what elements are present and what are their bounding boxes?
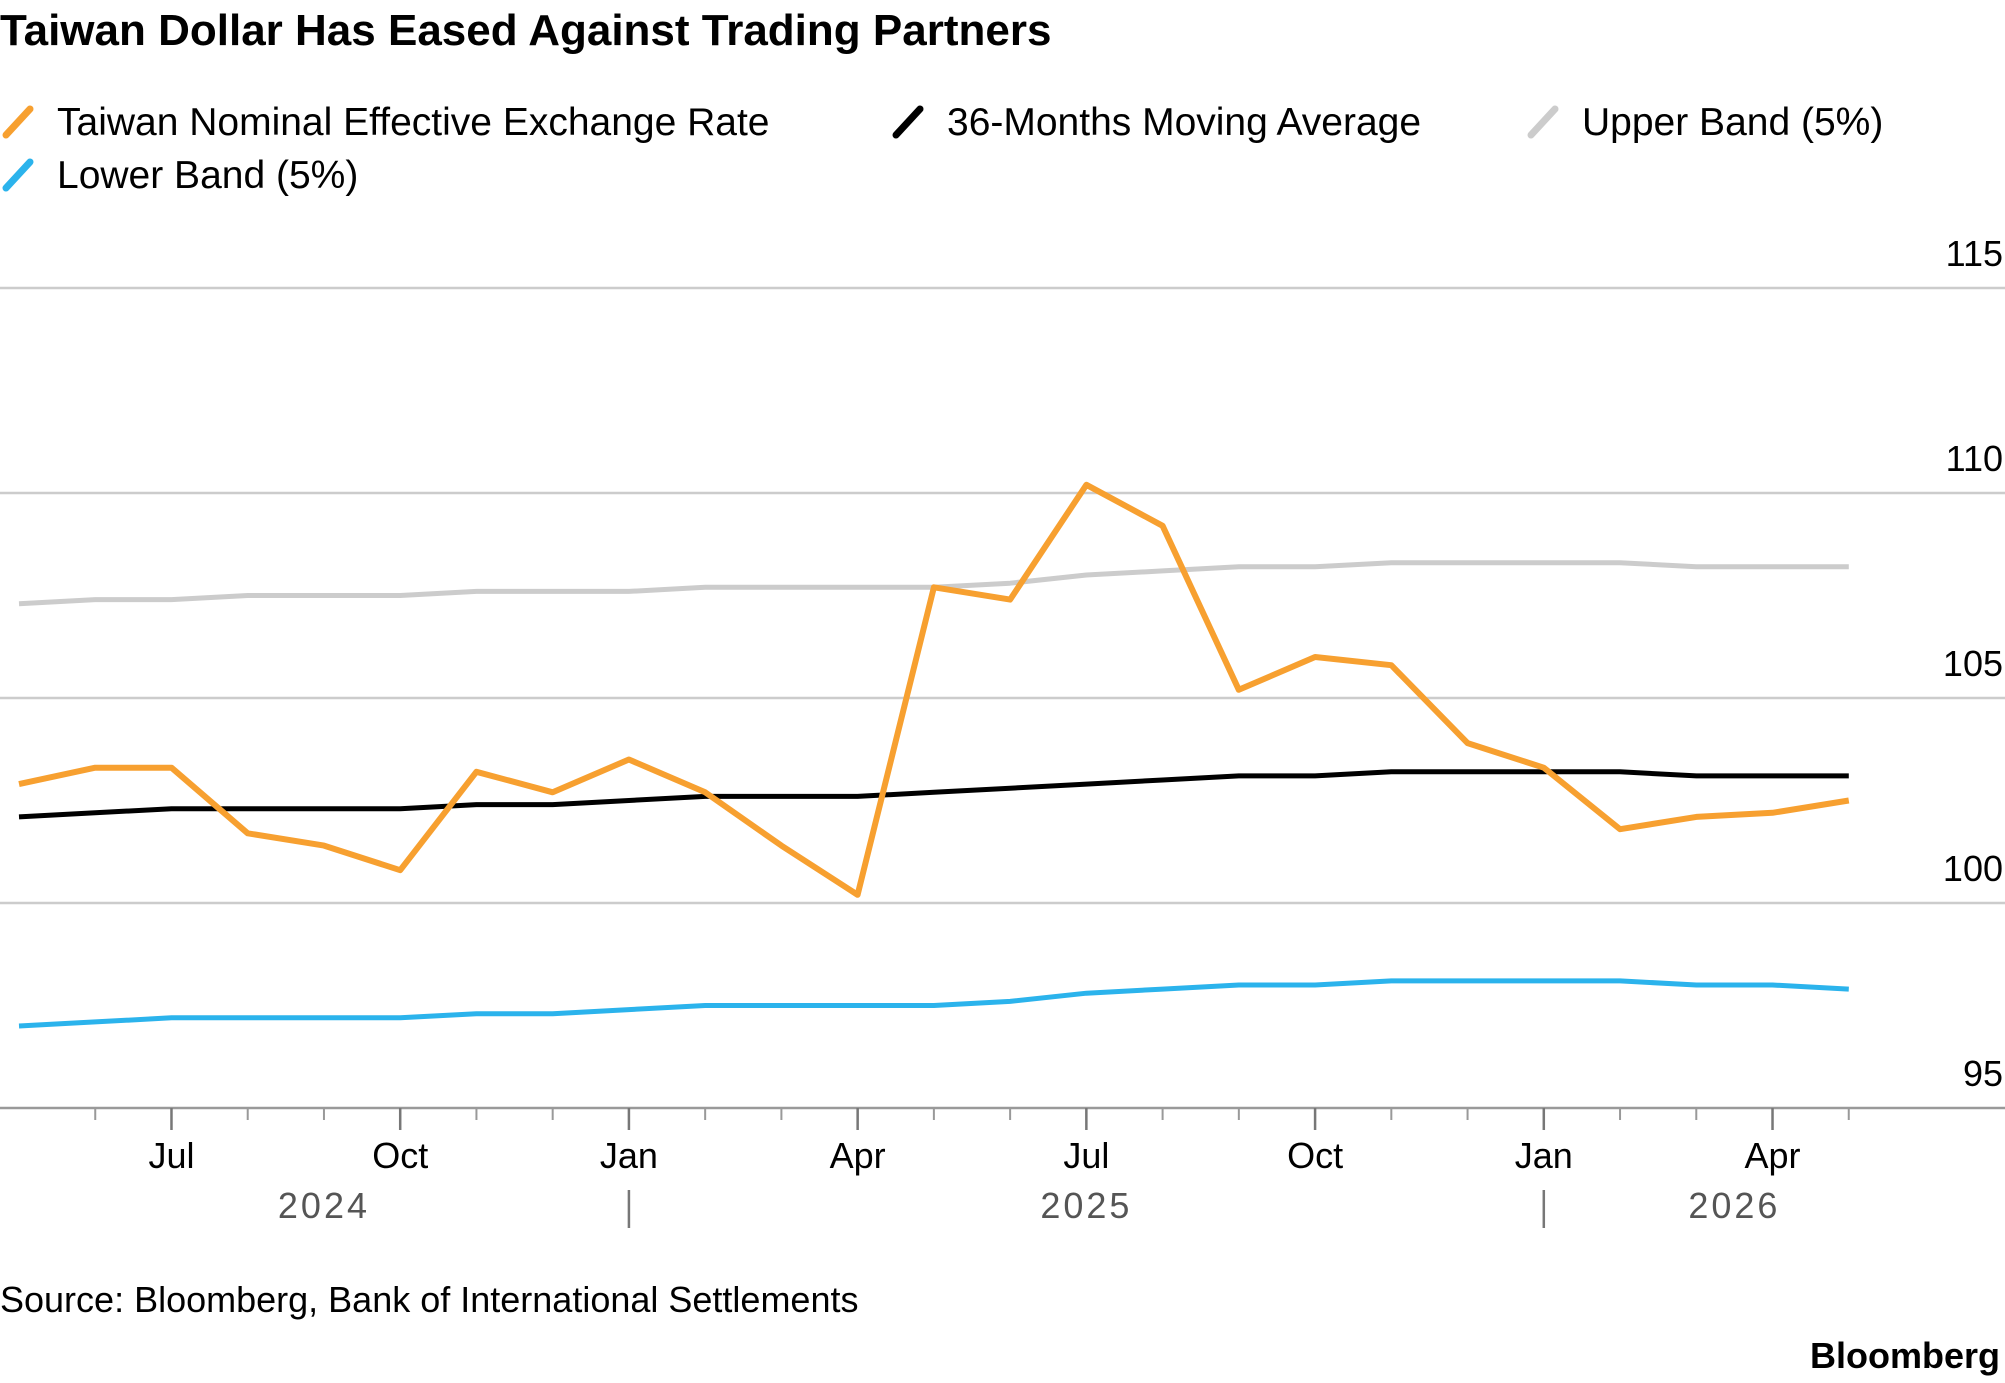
series-line (18, 769, 1849, 820)
year-label: 2024 (278, 1185, 370, 1226)
x-tick-label: Apr (830, 1135, 886, 1176)
y-tick-label: 100 (1943, 848, 2003, 889)
series-line (18, 481, 1850, 898)
x-tick-label: Jan (600, 1135, 658, 1176)
chart-title: Taiwan Dollar Has Eased Against Trading … (0, 6, 1051, 55)
year-label: 2025 (1040, 1185, 1132, 1226)
y-tick-label: 110 (1946, 438, 2003, 479)
legend-label: Taiwan Nominal Effective Exchange Rate (57, 101, 770, 144)
legend-swatch (2, 158, 34, 192)
y-tick-label: 115 (1946, 233, 2003, 274)
legend-swatch (1527, 105, 1559, 139)
legend-label: Lower Band (5%) (57, 154, 358, 197)
x-tick-label: Jul (148, 1135, 194, 1176)
brand: Bloomberg (1810, 1335, 2000, 1376)
x-tick-label: Jan (1515, 1135, 1573, 1176)
x-tick-label: Apr (1745, 1135, 1801, 1176)
legend-label: Upper Band (5%) (1582, 101, 1883, 144)
x-tick-label: Jul (1063, 1135, 1109, 1176)
x-tick-label: Oct (1287, 1135, 1343, 1176)
y-tick-label: 95 (1963, 1053, 2003, 1094)
series-line (18, 978, 1849, 1029)
source: Source: Bloomberg, Bank of International… (0, 1279, 858, 1320)
year-label: 2026 (1688, 1185, 1780, 1226)
legend-swatch (892, 105, 924, 139)
legend-label: 36-Months Moving Average (947, 101, 1421, 144)
y-tick-label: 105 (1943, 643, 2003, 684)
legend-swatch (2, 105, 34, 139)
x-tick-label: Oct (372, 1135, 428, 1176)
